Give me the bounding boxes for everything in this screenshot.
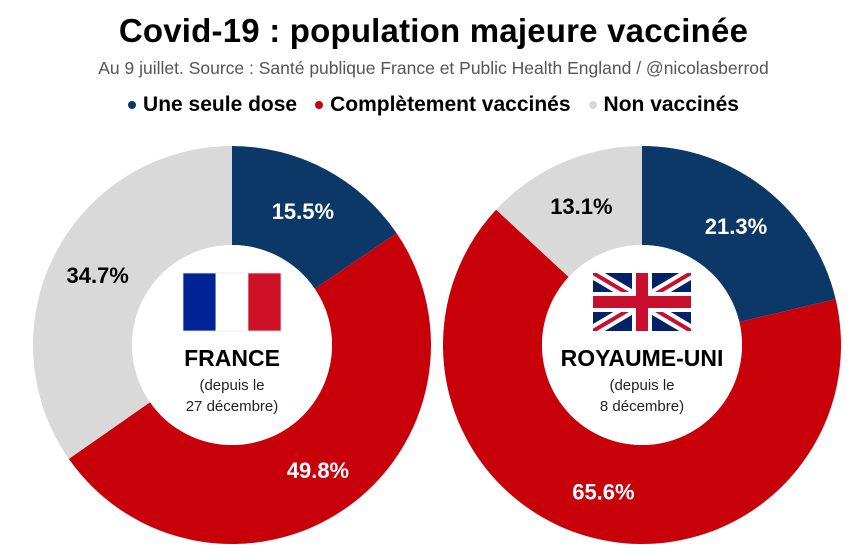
donut-hole (132, 245, 332, 445)
uk-flag-icon (593, 273, 691, 331)
data-label-unvaccinated: 34.7% (66, 263, 128, 288)
data-label-unvaccinated: 13.1% (550, 194, 612, 219)
legend: Une seule dose Complètement vaccinés Non… (0, 93, 867, 117)
slice-unvaccinated (33, 146, 233, 459)
legend-item-unvaccinated: Non vaccinés (588, 93, 739, 117)
since-line-2: 8 décembre) (600, 398, 684, 415)
legend-dot-unvaccinated (588, 101, 597, 109)
slice-single-dose (232, 146, 397, 289)
donut-france: 15.5% 49.8% 34.7% FRANCE (depuis le 27 décemb… (33, 146, 431, 544)
data-label-single-dose: 15.5% (272, 199, 334, 224)
slice-single-dose (642, 146, 836, 322)
legend-dot-fully-vaccinated (315, 101, 324, 109)
chart-title: Covid-19 : population majeure vaccinée (118, 12, 749, 49)
legend-label-unvaccinated: Non vaccinés (603, 93, 739, 116)
slice-unvaccinated (496, 146, 642, 278)
donut-royaume-uni: 21.3% 65.6% 13.1% ROYAUME-UNI (depuis le 8 dé… (443, 146, 841, 544)
slice-fully-vaccinated (443, 209, 841, 544)
slice-fully-vaccinated (68, 233, 431, 544)
legend-dot-single-dose (128, 101, 137, 109)
legend-label-single-dose: Une seule dose (143, 93, 298, 116)
legend-item-single-dose: Une seule dose (128, 93, 297, 117)
since-line-1: (depuis le (609, 377, 674, 394)
data-label-fully-vaccinated: 49.8% (287, 458, 349, 483)
donut-hole (542, 245, 742, 445)
data-label-fully-vaccinated: 65.6% (572, 480, 634, 505)
chart-subtitle: Au 9 juillet. Source : Santé publique Fr… (98, 58, 769, 78)
country-label: ROYAUME-UNI (561, 345, 724, 371)
since-line-2: 27 décembre) (186, 398, 279, 415)
since-line-1: (depuis le (199, 377, 264, 394)
legend-item-fully-vaccinated: Complètement vaccinés (315, 93, 571, 117)
legend-label-fully-vaccinated: Complètement vaccinés (330, 93, 571, 116)
data-label-single-dose: 21.3% (705, 214, 767, 239)
france-flag-icon (182, 272, 282, 332)
country-label: FRANCE (184, 345, 280, 371)
